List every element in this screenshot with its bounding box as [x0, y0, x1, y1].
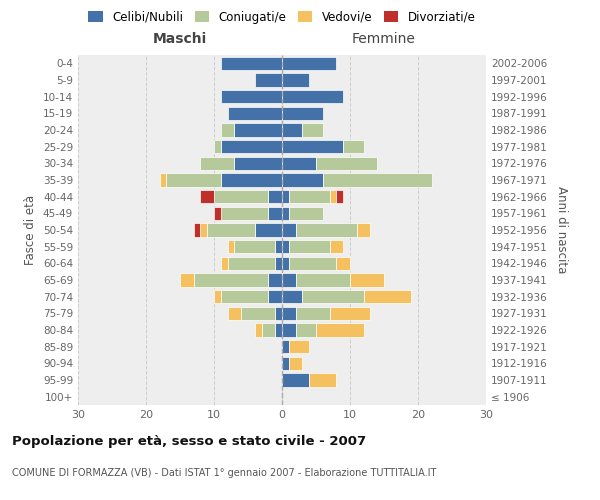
Bar	[282, 374, 309, 386]
Bar	[282, 356, 289, 370]
Bar	[282, 274, 296, 286]
Bar	[221, 256, 227, 270]
Bar	[289, 340, 309, 353]
Bar	[275, 240, 282, 254]
Bar	[221, 140, 282, 153]
Bar	[214, 290, 221, 304]
Bar	[221, 206, 268, 220]
Bar	[194, 274, 268, 286]
Bar	[343, 140, 364, 153]
Bar	[227, 240, 235, 254]
Bar	[316, 324, 364, 336]
Bar	[289, 240, 329, 254]
Bar	[268, 206, 282, 220]
Bar	[282, 56, 337, 70]
Bar	[160, 174, 166, 186]
Bar	[214, 190, 268, 203]
Bar	[296, 224, 357, 236]
Bar	[282, 106, 323, 120]
Bar	[282, 306, 296, 320]
Text: COMUNE DI FORMAZZA (VB) - Dati ISTAT 1° gennaio 2007 - Elaborazione TUTTITALIA.I: COMUNE DI FORMAZZA (VB) - Dati ISTAT 1° …	[12, 468, 436, 477]
Bar	[275, 256, 282, 270]
Bar	[282, 124, 302, 136]
Bar	[200, 224, 207, 236]
Bar	[227, 306, 241, 320]
Bar	[364, 290, 411, 304]
Bar	[235, 240, 275, 254]
Bar	[296, 324, 316, 336]
Bar	[268, 274, 282, 286]
Bar	[282, 290, 302, 304]
Bar	[268, 290, 282, 304]
Bar	[329, 306, 370, 320]
Bar	[282, 174, 323, 186]
Bar	[329, 190, 337, 203]
Y-axis label: Anni di nascita: Anni di nascita	[556, 186, 568, 274]
Legend: Celibi/Nubili, Coniugati/e, Vedovi/e, Divorziati/e: Celibi/Nubili, Coniugati/e, Vedovi/e, Di…	[83, 6, 481, 28]
Bar	[329, 240, 343, 254]
Bar	[282, 156, 316, 170]
Bar	[282, 190, 289, 203]
Y-axis label: Fasce di età: Fasce di età	[25, 195, 37, 265]
Bar	[255, 224, 282, 236]
Bar	[289, 190, 329, 203]
Bar	[214, 140, 221, 153]
Bar	[296, 274, 350, 286]
Bar	[262, 324, 275, 336]
Bar	[221, 290, 268, 304]
Bar	[309, 374, 337, 386]
Bar	[282, 256, 289, 270]
Bar	[207, 224, 255, 236]
Bar	[200, 190, 214, 203]
Bar	[350, 274, 384, 286]
Bar	[302, 290, 364, 304]
Bar	[289, 356, 302, 370]
Bar	[268, 190, 282, 203]
Bar	[302, 124, 323, 136]
Bar	[282, 74, 309, 86]
Bar	[227, 106, 282, 120]
Bar	[221, 174, 282, 186]
Bar	[275, 306, 282, 320]
Bar	[337, 256, 350, 270]
Bar	[180, 274, 194, 286]
Bar	[337, 190, 343, 203]
Bar	[241, 306, 275, 320]
Bar	[194, 224, 200, 236]
Bar	[166, 174, 221, 186]
Bar	[296, 306, 329, 320]
Bar	[214, 206, 221, 220]
Bar	[316, 156, 377, 170]
Bar	[255, 74, 282, 86]
Bar	[282, 140, 343, 153]
Bar	[221, 90, 282, 104]
Bar	[282, 340, 289, 353]
Bar	[282, 324, 296, 336]
Bar	[235, 156, 282, 170]
Bar	[282, 206, 289, 220]
Bar	[221, 56, 282, 70]
Bar	[289, 206, 323, 220]
Text: Maschi: Maschi	[153, 32, 207, 46]
Bar	[289, 256, 337, 270]
Bar	[275, 324, 282, 336]
Bar	[255, 324, 262, 336]
Bar	[323, 174, 431, 186]
Bar	[282, 240, 289, 254]
Text: Popolazione per età, sesso e stato civile - 2007: Popolazione per età, sesso e stato civil…	[12, 435, 366, 448]
Bar	[282, 224, 296, 236]
Bar	[282, 90, 343, 104]
Text: Femmine: Femmine	[352, 32, 416, 46]
Bar	[200, 156, 235, 170]
Bar	[221, 124, 235, 136]
Bar	[235, 124, 282, 136]
Bar	[227, 256, 275, 270]
Bar	[357, 224, 370, 236]
